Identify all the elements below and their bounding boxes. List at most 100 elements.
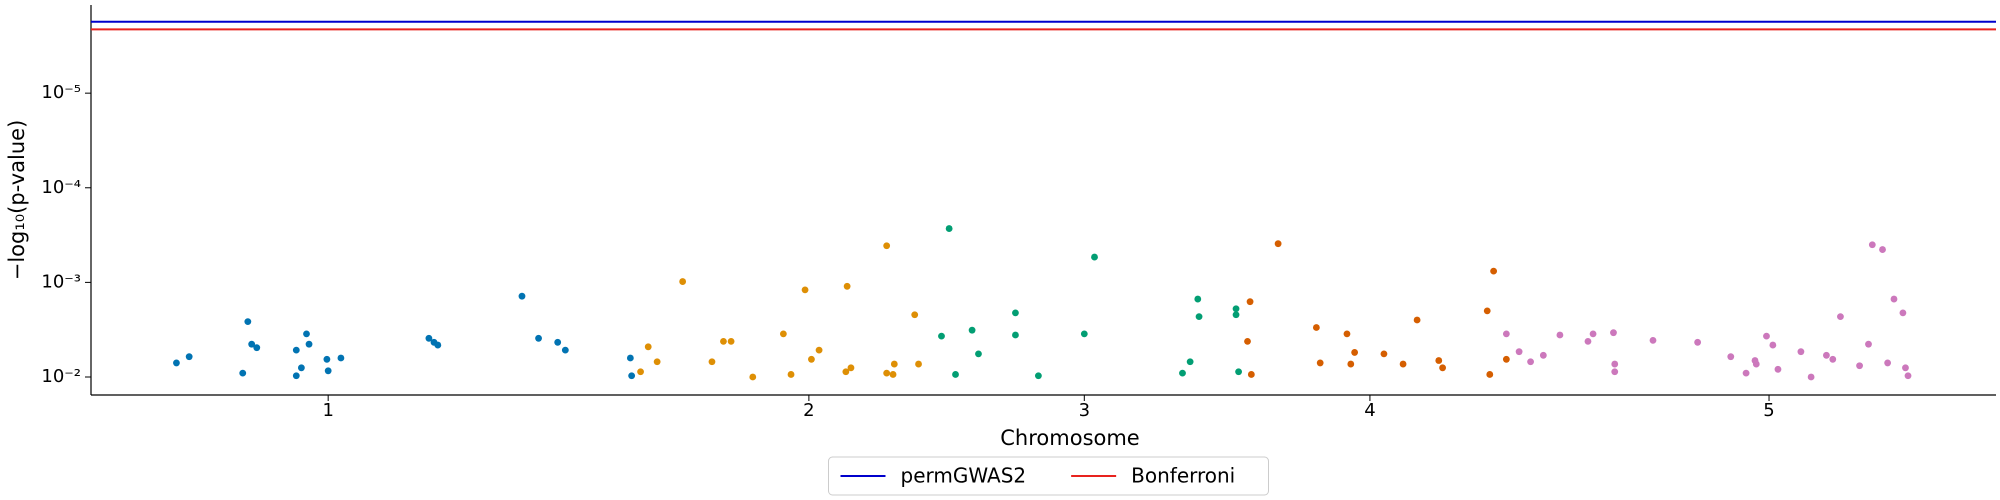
point — [1490, 267, 1498, 275]
x-tick-label: 3 — [1079, 400, 1090, 421]
point — [890, 360, 898, 368]
y-tick-label: 10⁻³ — [41, 271, 81, 292]
point — [239, 369, 247, 377]
point — [1091, 253, 1098, 261]
point — [1194, 295, 1202, 303]
point — [720, 337, 727, 345]
point — [915, 360, 922, 368]
point — [1502, 355, 1510, 363]
point — [173, 359, 180, 367]
point — [1837, 313, 1844, 321]
point — [883, 369, 891, 377]
point — [1584, 337, 1592, 345]
point — [1439, 364, 1447, 372]
point — [968, 326, 976, 334]
y-tick-label: 10⁻⁵ — [41, 82, 81, 103]
point — [1312, 324, 1320, 331]
point — [787, 371, 795, 378]
point — [1316, 359, 1324, 367]
point — [1502, 330, 1510, 338]
point — [1527, 358, 1534, 366]
point — [1515, 348, 1523, 356]
point — [1274, 240, 1282, 248]
point — [952, 371, 959, 378]
point — [1012, 331, 1019, 339]
point — [292, 346, 300, 354]
point — [1694, 338, 1702, 346]
point — [1034, 372, 1042, 380]
point — [708, 358, 716, 366]
point — [1865, 340, 1872, 348]
y-tick-label: 10⁻⁴ — [41, 177, 81, 198]
point — [637, 368, 644, 376]
point — [883, 242, 891, 250]
point — [1380, 350, 1388, 358]
point — [847, 364, 855, 372]
x-tick-label: 4 — [1364, 400, 1375, 421]
point — [1343, 330, 1351, 338]
point — [975, 350, 982, 358]
x-tick-label: 1 — [322, 400, 333, 421]
point — [434, 341, 442, 349]
point — [801, 286, 809, 294]
point — [749, 373, 757, 381]
point — [1769, 341, 1777, 349]
point — [1589, 330, 1597, 338]
point — [554, 338, 562, 346]
point — [1232, 305, 1240, 313]
point — [1902, 364, 1909, 372]
point — [727, 337, 735, 345]
point — [1235, 368, 1242, 376]
point — [1232, 311, 1240, 319]
point — [1483, 307, 1491, 315]
point — [1399, 360, 1407, 368]
point — [653, 358, 661, 366]
point — [185, 353, 193, 361]
point — [1899, 309, 1907, 317]
point — [1752, 360, 1760, 368]
point — [1244, 337, 1251, 345]
point — [1186, 358, 1194, 366]
point — [779, 330, 787, 338]
point — [808, 355, 815, 363]
point — [1556, 331, 1564, 339]
x-axis-label: Chromosome — [1000, 426, 1139, 450]
point — [1823, 351, 1830, 359]
y-axis-label: −log₁₀(p-value) — [5, 120, 29, 281]
point — [324, 367, 332, 375]
point — [1884, 359, 1892, 367]
point — [1347, 360, 1355, 368]
point — [1351, 349, 1359, 356]
point — [889, 371, 897, 378]
point — [1829, 355, 1837, 363]
point — [1486, 371, 1494, 378]
point — [644, 343, 652, 351]
point — [1080, 330, 1088, 338]
point — [1904, 372, 1912, 380]
legend-label: permGWAS2 — [901, 464, 1027, 488]
point — [1868, 241, 1876, 249]
point — [1413, 316, 1421, 324]
point — [843, 282, 851, 290]
point — [1727, 353, 1735, 361]
point — [1195, 313, 1203, 321]
point — [1774, 365, 1782, 373]
point — [518, 292, 526, 300]
point — [1246, 298, 1254, 306]
point — [303, 330, 310, 338]
point — [244, 318, 252, 326]
point — [292, 372, 300, 380]
point — [305, 340, 313, 348]
point — [425, 334, 433, 342]
point — [1763, 332, 1770, 340]
point — [815, 346, 823, 354]
point — [1649, 336, 1657, 344]
point — [1012, 309, 1019, 317]
point — [323, 355, 331, 363]
x-tick-label: 5 — [1763, 400, 1774, 421]
point — [1856, 362, 1863, 370]
point — [297, 364, 305, 372]
point — [1611, 360, 1619, 368]
point — [561, 346, 569, 354]
